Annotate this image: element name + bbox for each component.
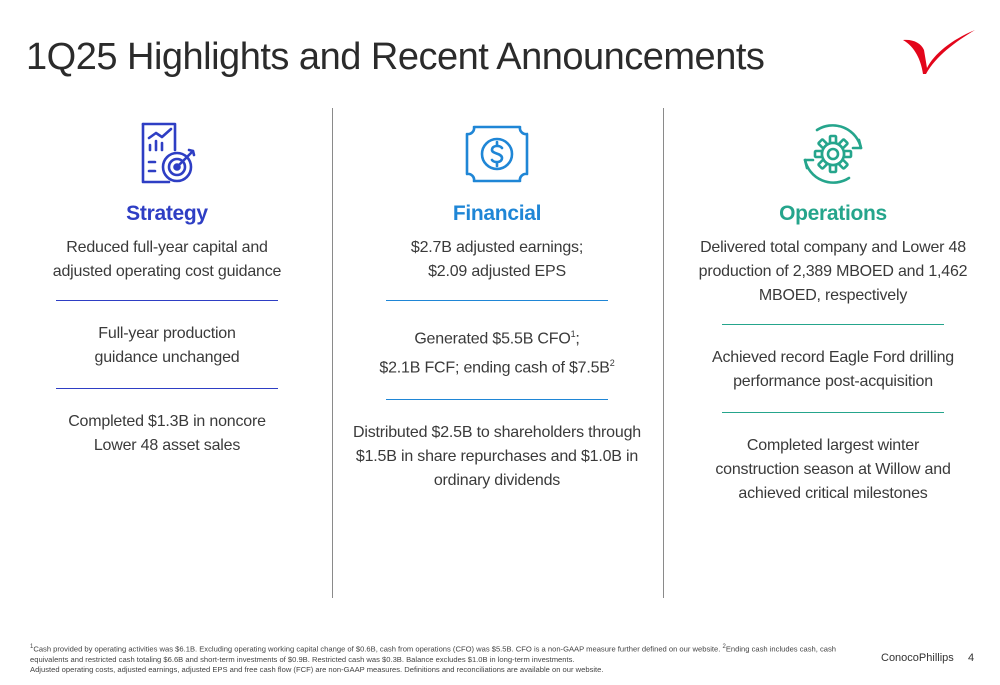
column-divider-left: [332, 108, 333, 598]
strategy-item-asset-sales: Completed $1.3B in noncore Lower 48 asse…: [68, 413, 266, 454]
brand-name: ConocoPhillips: [881, 652, 954, 664]
page-number: 4: [968, 652, 975, 664]
strategy-item-production-guidance: Full-year production guidance unchanged: [94, 325, 240, 366]
financial-cfo-text: Generated $5.5B CFO: [414, 330, 571, 348]
operations-separator: [722, 412, 944, 413]
strategy-item-capital-guidance: Reduced full-year capital and adjusted o…: [52, 239, 282, 280]
footnote-ref-1: 1: [570, 329, 576, 339]
strategy-column: Strategy Reduced full-year capital and a…: [2, 116, 332, 458]
strategy-target-chart-icon: [141, 122, 196, 184]
financial-column: Financial $2.7B adjusted earnings; $2.09…: [332, 116, 662, 493]
operations-item-eagle-ford: Achieved record Eagle Ford drilling perf…: [711, 349, 955, 390]
conocophillips-logo-icon: [903, 30, 975, 74]
operations-separator: [722, 324, 944, 325]
footnote-marker-1: 1: [30, 644, 34, 650]
dollar-bill-icon: [465, 125, 529, 183]
strategy-separator: [56, 388, 278, 389]
footnote-text-3: Adjusted operating costs, adjusted earni…: [30, 664, 604, 674]
operations-item-production: Delivered total company and Lower 48 pro…: [698, 239, 968, 304]
financial-cfo-tail: ;: [575, 330, 580, 348]
financial-item-cfo-fcf: Generated $5.5B CFO1; $2.1B FCF; ending …: [347, 322, 647, 381]
strategy-separator: [56, 300, 278, 301]
financial-heading: Financial: [452, 202, 542, 225]
strategy-heading: Strategy: [126, 202, 208, 225]
column-divider-right: [663, 108, 664, 598]
financial-item-distributions: Distributed $2.5B to shareholders throug…: [353, 423, 641, 489]
financial-separator: [386, 300, 608, 301]
financial-item-adjusted-earnings: $2.7B adjusted earnings; $2.09 adjusted …: [410, 239, 584, 280]
financial-separator: [386, 398, 608, 400]
footnote-text-1: Cash provided by operating activities wa…: [33, 644, 723, 654]
operations-column: Operations Delivered total company and L…: [668, 116, 998, 506]
gear-cycle-icon: [803, 124, 863, 184]
footnote-ref-2: 2: [609, 358, 615, 369]
footnote-marker-2: 2: [722, 644, 726, 650]
operations-item-willow: Completed largest winter construction se…: [715, 437, 951, 502]
page-title: 1Q25 Highlights and Recent Announcements: [26, 36, 765, 78]
footnote: 1Cash provided by operating activities w…: [30, 642, 860, 675]
financial-fcf-text: $2.1B FCF; ending cash of $7.5B: [379, 359, 610, 377]
operations-heading: Operations: [779, 202, 887, 225]
footnote-text-2: Ending cash includes cash, cash equivale…: [30, 644, 837, 664]
